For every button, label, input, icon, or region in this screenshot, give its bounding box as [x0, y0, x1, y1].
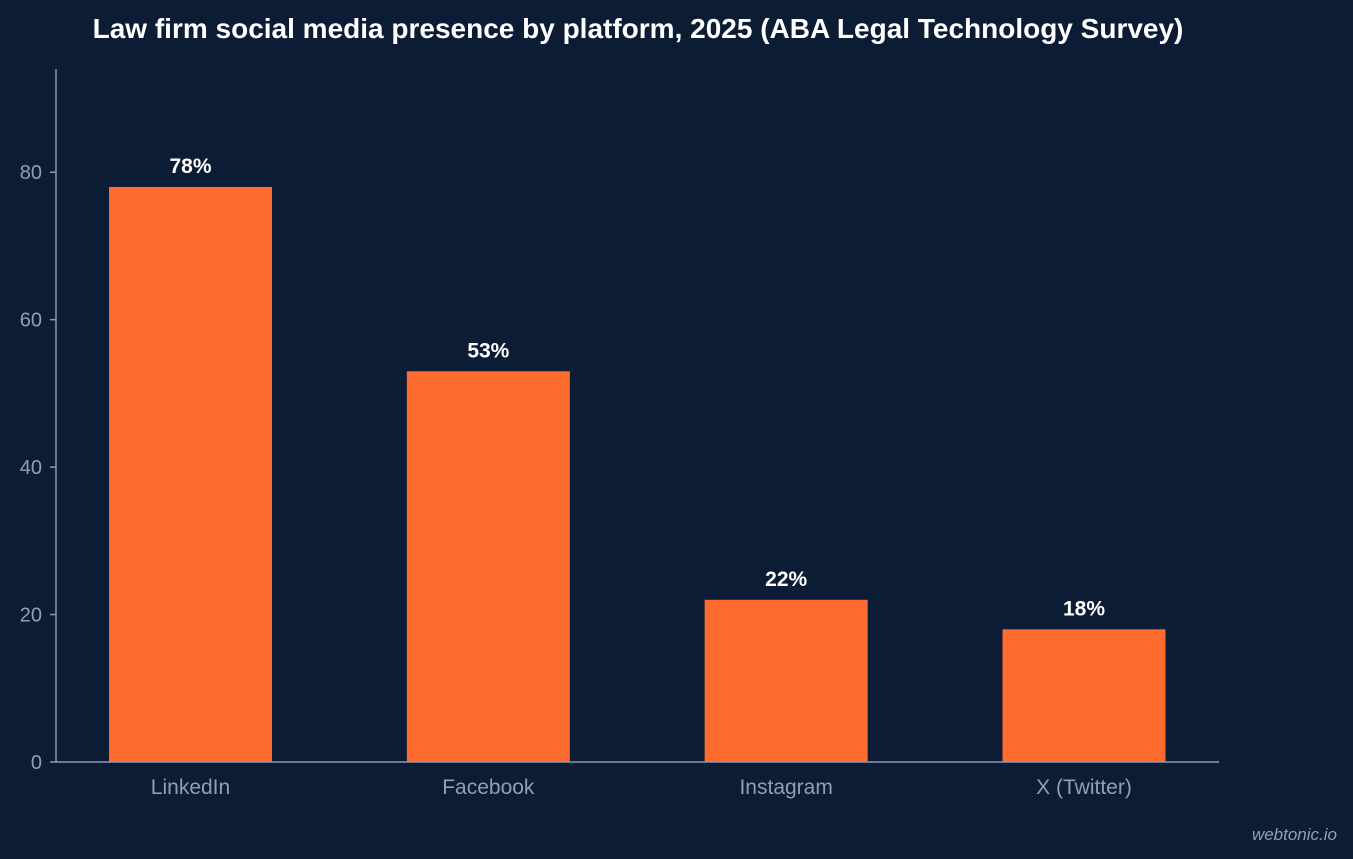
bar-value-label: 78%	[169, 155, 211, 178]
x-tick-label: Instagram	[739, 776, 832, 799]
y-axis: 0 20 40 60 80	[20, 69, 57, 774]
x-axis: LinkedIn Facebook Instagram X (Twitter)	[56, 761, 1219, 799]
y-tick-label: 80	[20, 162, 42, 184]
bar-linkedin	[109, 186, 272, 762]
y-tick-label: 0	[31, 752, 42, 774]
bar-facebook	[406, 371, 570, 762]
bars-layer	[109, 186, 1166, 762]
y-tick-label: 40	[20, 457, 42, 479]
x-tick-label: X (Twitter)	[1036, 776, 1132, 799]
y-tick-label: 60	[20, 310, 42, 332]
value-labels-layer: 78% 53% 22% 18%	[169, 155, 1105, 620]
bar-instagram	[704, 599, 868, 762]
chart-title: Law firm social media presence by platfo…	[93, 13, 1184, 44]
credit-watermark: webtonic.io	[1252, 825, 1337, 844]
y-tick-label: 20	[20, 605, 42, 627]
x-tick-label: LinkedIn	[151, 776, 230, 799]
bar-x-twitter	[1002, 629, 1166, 762]
bar-value-label: 53%	[467, 339, 509, 362]
bar-value-label: 22%	[765, 568, 807, 591]
x-tick-label: Facebook	[442, 776, 535, 799]
bar-value-label: 18%	[1063, 597, 1105, 620]
